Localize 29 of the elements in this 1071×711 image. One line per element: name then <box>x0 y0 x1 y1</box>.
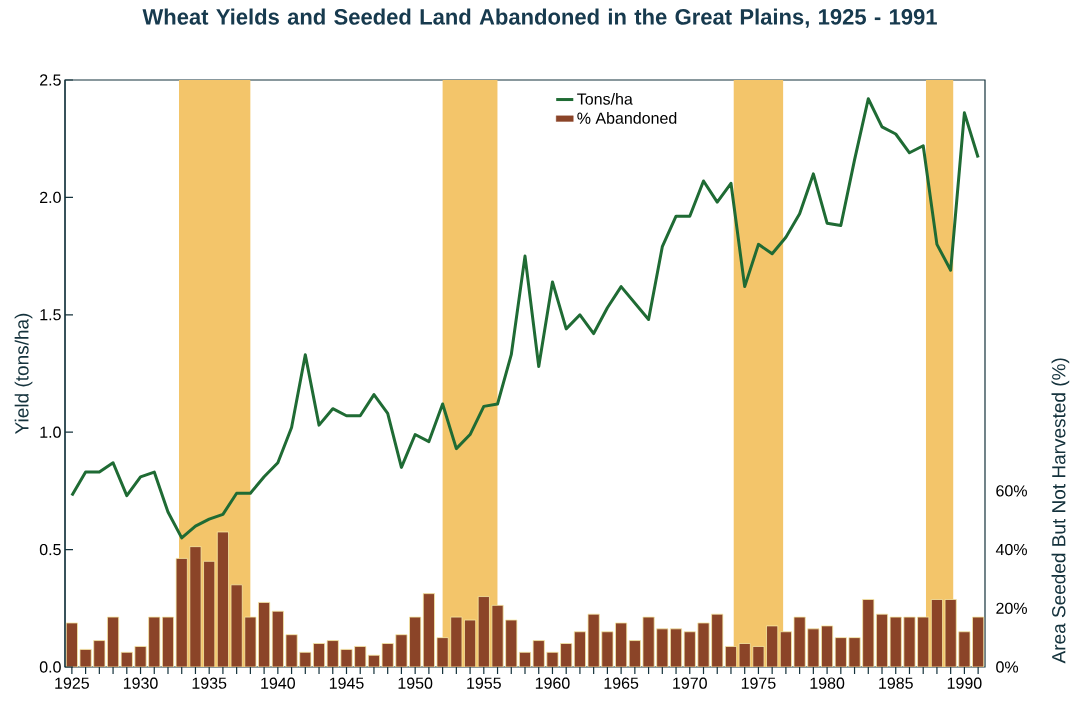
x-tick-label: 1955 <box>467 677 501 689</box>
legend-label: % Abandoned <box>577 112 677 124</box>
x-tick-label: 1980 <box>810 677 845 689</box>
x-tick-label: 1990 <box>947 677 982 689</box>
y-tick-label: 2.5 <box>40 74 61 86</box>
y2-axis-title: Area Seeded But Not Harvested (%) <box>1051 358 1070 664</box>
y2-tick-label: 40% <box>995 543 1027 556</box>
y-tick-label: 0.5 <box>39 543 61 556</box>
y2-tick-label: 60% <box>996 485 1027 497</box>
x-tick-label: 1985 <box>879 677 913 689</box>
chart-title: Wheat Yields and Seeded Land Abandoned in the Great Plains, 1925 - 1991 <box>142 8 937 28</box>
x-tick-label: 1950 <box>398 677 433 689</box>
y-axis-title: Yield (tons/ha) <box>14 313 33 434</box>
x-tick-label: 1925 <box>55 677 89 689</box>
x-tick-label: 1970 <box>673 677 707 689</box>
x-tick-label: 1975 <box>741 677 776 689</box>
y-tick-label: 0.0 <box>39 661 61 673</box>
x-tick-label: 1930 <box>123 677 158 689</box>
y2-tick-label: 0% <box>996 661 1019 673</box>
x-tick-label: 1940 <box>261 677 295 689</box>
x-tick-label: 1935 <box>192 677 227 689</box>
x-tick-label: 1960 <box>535 677 570 689</box>
y2-tick-label: 20% <box>996 602 1027 614</box>
y-tick-label: 1.0 <box>40 426 61 438</box>
y-tick-label: 1.5 <box>40 309 61 321</box>
x-tick-label: 1965 <box>604 677 639 689</box>
y-tick-label: 2.0 <box>40 191 61 204</box>
legend-label: Tons/ha <box>577 93 633 105</box>
x-tick-label: 1945 <box>329 677 364 689</box>
